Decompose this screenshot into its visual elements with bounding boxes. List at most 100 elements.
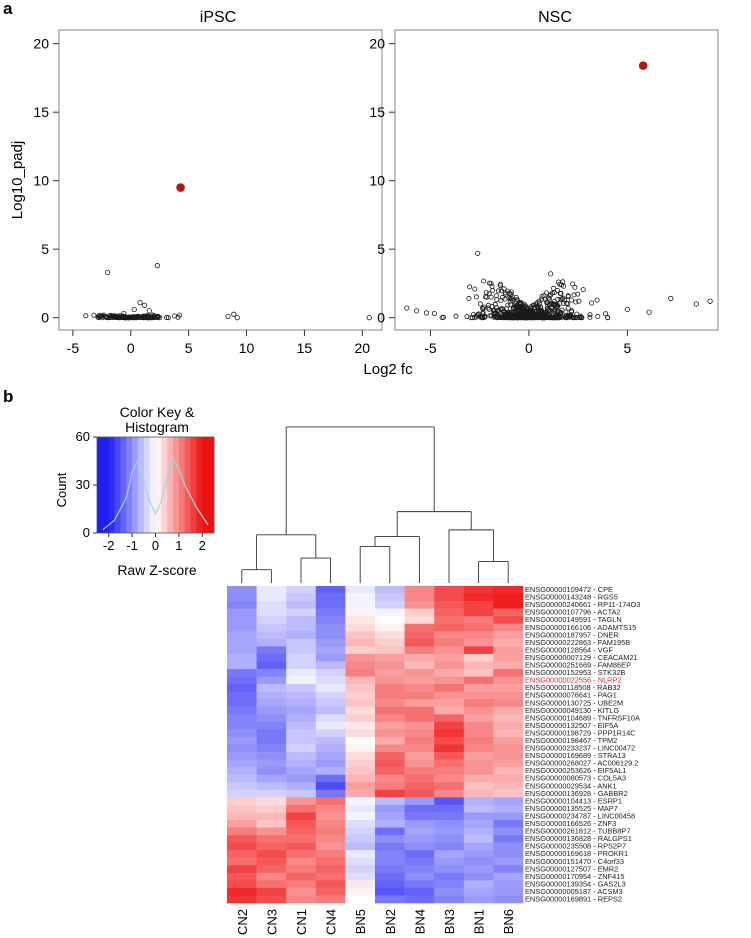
heatmap-cell <box>493 623 524 632</box>
gene-point <box>481 278 487 284</box>
gene-point <box>554 306 560 312</box>
heatmap-cell <box>345 736 376 745</box>
heatmap-cell <box>493 691 524 700</box>
gene-row-label: ENSG00000235508 - RPS2P7 <box>525 842 626 851</box>
gene-point <box>579 315 585 321</box>
heatmap-cell <box>315 744 346 753</box>
heatmap-cell <box>434 721 465 730</box>
heatmap-cell <box>227 691 257 700</box>
heatmap-cell <box>227 616 257 625</box>
heatmap-cell <box>493 850 524 859</box>
heatmap-cell <box>493 865 524 874</box>
gene-row-label: ENSG00000107796 - ACTA2 <box>525 608 621 617</box>
heatmap-cell <box>286 895 317 904</box>
gene-point <box>147 315 153 321</box>
heatmap-cell <box>345 759 376 768</box>
heatmap-cell <box>434 804 465 813</box>
heatmap-cell <box>404 744 435 753</box>
x-tick-label: 15 <box>297 340 313 356</box>
gene-point <box>587 314 593 320</box>
heatmap-cell <box>256 631 287 640</box>
gene-point <box>510 313 516 319</box>
color-key-swatch <box>137 437 145 533</box>
heatmap-cell <box>493 593 524 602</box>
heatmap-cell <box>256 872 287 881</box>
color-key-swatch <box>202 437 209 533</box>
color-key-swatch <box>196 437 203 533</box>
heatmap-cell <box>345 782 376 791</box>
heatmap-cell <box>256 729 287 738</box>
heatmap-cell <box>345 804 376 813</box>
heatmap-cell <box>463 646 494 655</box>
heatmap-cell <box>463 812 494 821</box>
heatmap-cell <box>463 601 494 609</box>
heatmap-cell <box>286 593 317 602</box>
gene-point <box>114 314 120 320</box>
heatmap-cell <box>404 857 435 866</box>
gene-point <box>499 306 505 312</box>
heatmap-cell <box>345 729 376 738</box>
gene-point <box>574 311 580 317</box>
heatmap-cell <box>286 774 317 783</box>
heatmap-cell <box>375 721 405 730</box>
heatmap-cell <box>256 812 287 821</box>
gene-row-label: ENSG00000136828 - RALGPS1 <box>525 834 632 843</box>
gene-point <box>542 312 548 318</box>
heatmap-cell <box>227 880 257 889</box>
gene-point <box>131 306 137 313</box>
heatmap-cell <box>227 631 257 640</box>
color-key-histogram <box>102 457 209 531</box>
gene-point <box>557 313 563 319</box>
heatmap-cell <box>463 721 494 730</box>
heatmap-cell <box>375 767 405 775</box>
color-key-x-tick-label: 2 <box>199 538 206 553</box>
gene-point <box>569 297 575 303</box>
heatmap-cell <box>286 706 317 715</box>
heatmap-cell <box>493 638 524 647</box>
panel-a-label: a <box>3 0 13 18</box>
heatmap-cell <box>375 691 405 700</box>
gene-point <box>558 290 564 296</box>
heatmap-cell <box>375 661 405 670</box>
heatmap-cell <box>404 827 435 836</box>
heatmap-cell <box>315 774 346 783</box>
gene-row-label: ENSG00000007129 - CEACAM21 <box>525 653 638 662</box>
heatmap-cell <box>404 616 435 625</box>
heatmap-cell <box>493 872 524 881</box>
gene-point <box>175 314 181 320</box>
heatmap-cell <box>463 653 494 662</box>
gene-point <box>587 312 593 318</box>
heatmap-cell <box>256 744 287 753</box>
heatmap-cell <box>315 616 346 625</box>
y-tick-label: 0 <box>41 310 49 326</box>
heatmap-cell <box>493 767 524 775</box>
heatmap-cell <box>345 789 376 798</box>
heatmap-cell <box>256 616 287 625</box>
heatmap-cell <box>404 819 435 828</box>
heatmap-cell <box>404 721 435 730</box>
heatmap-cell <box>286 623 317 632</box>
heatmap-cell <box>315 638 346 647</box>
gene-point <box>544 302 550 308</box>
gene-row-label: ENSG00000136928 - GABBR2 <box>525 789 628 798</box>
heatmap-cell <box>434 752 465 760</box>
heatmap-cell <box>256 835 287 843</box>
heatmap-cell <box>227 857 257 866</box>
heatmap-cell <box>345 601 376 609</box>
y-tick-label: 10 <box>33 173 49 189</box>
heatmap-cell <box>434 872 465 881</box>
heatmap-cell <box>227 872 257 881</box>
heatmap-cell <box>493 706 524 715</box>
panel-b-label: b <box>3 387 13 406</box>
heatmap-cell <box>227 782 257 791</box>
chart-title: NSC <box>538 9 572 26</box>
heatmap-cell <box>286 616 317 625</box>
heatmap-cell <box>493 887 524 896</box>
heatmap-cell <box>315 669 346 677</box>
heatmap-cell <box>493 586 524 594</box>
gene-point <box>693 301 699 307</box>
gene-point <box>494 297 500 303</box>
gene-point <box>506 310 512 316</box>
gene-point <box>164 315 170 321</box>
gene-row-label: ENSG00000127507 - EMR2 <box>525 864 618 873</box>
